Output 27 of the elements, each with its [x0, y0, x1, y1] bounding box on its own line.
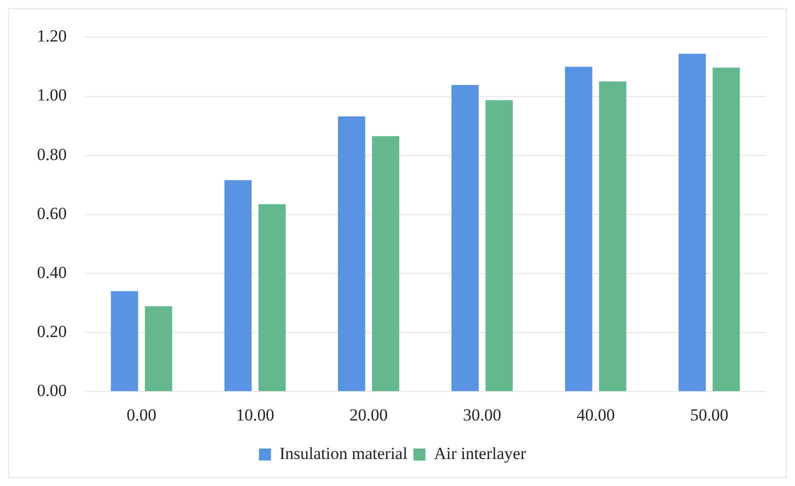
x-tick-label: 50.00 [690, 405, 728, 424]
y-tick-label: 0.20 [37, 322, 67, 341]
y-tick-label: 0.80 [37, 144, 67, 164]
x-tick-label: 10.00 [236, 405, 274, 424]
legend-label: Insulation material [280, 444, 408, 463]
y-tick-label: 1.20 [37, 26, 67, 46]
x-tick-label: 0.00 [126, 405, 156, 424]
bar [565, 66, 592, 392]
bar [486, 100, 513, 392]
bar [372, 136, 400, 392]
bar [678, 54, 706, 392]
y-tick-label: 0.60 [37, 204, 67, 223]
bar [224, 180, 252, 392]
x-tick-label: 40.00 [576, 405, 615, 424]
y-tick-label: 0.40 [37, 262, 67, 282]
x-tick-label: 30.00 [463, 405, 502, 424]
bar [258, 204, 286, 392]
bar [599, 82, 626, 392]
x-tick-label: 20.00 [349, 405, 388, 424]
bar [338, 116, 366, 392]
bar [451, 85, 479, 392]
y-tick-label: 1.00 [37, 86, 67, 105]
y-tick-label: 0.00 [37, 381, 67, 400]
bar [144, 306, 172, 392]
legend-label: Air interlayer [434, 444, 526, 463]
bar [110, 291, 138, 392]
bar [712, 68, 740, 392]
